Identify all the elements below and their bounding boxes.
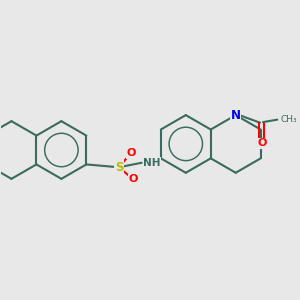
Text: NH: NH xyxy=(143,158,161,168)
Text: O: O xyxy=(128,174,138,184)
Text: O: O xyxy=(126,148,136,158)
Text: CH₃: CH₃ xyxy=(280,115,297,124)
Text: N: N xyxy=(231,109,241,122)
Text: S: S xyxy=(115,161,123,174)
Text: O: O xyxy=(257,138,267,148)
